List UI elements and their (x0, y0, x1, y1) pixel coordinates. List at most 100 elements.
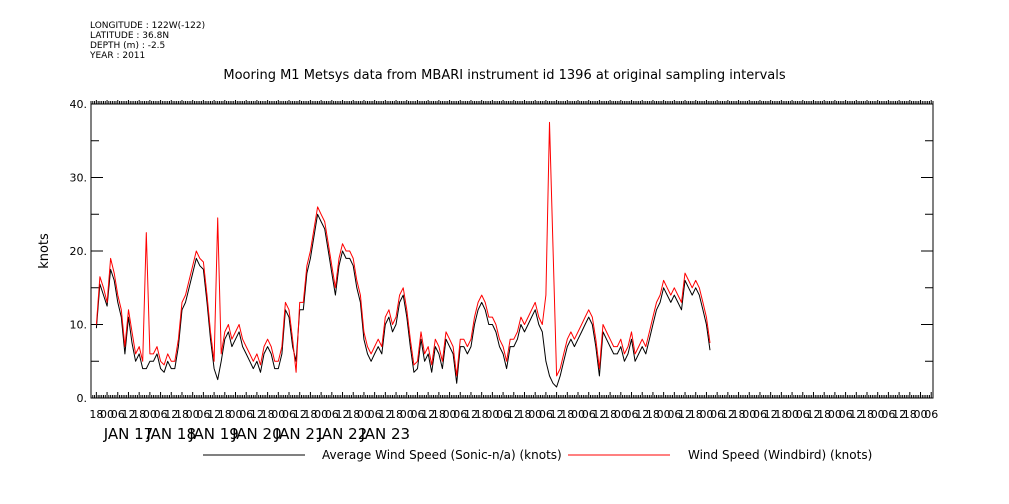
legend-label-windbird: Wind Speed (Windbird) (knots) (688, 448, 872, 462)
x-hour-label: 12 (550, 408, 564, 421)
x-hour-label: 06 (582, 408, 596, 421)
x-hour-label: 18 (432, 408, 446, 421)
x-hour-label: 06 (368, 408, 382, 421)
x-hour-label: 18 (175, 408, 189, 421)
x-hour-label: 18 (261, 408, 275, 421)
x-hour-label: 06 (325, 408, 339, 421)
x-day-label: JAN 21 (274, 425, 325, 443)
x-hour-label: 18 (346, 408, 360, 421)
x-hour-label: 00 (100, 408, 114, 421)
x-hour-label: 18 (774, 408, 788, 421)
x-hour-label: 18 (475, 408, 489, 421)
y-tick-label: 0. (77, 392, 88, 405)
x-hour-label: 18 (817, 408, 831, 421)
x-hour-label: 12 (164, 408, 178, 421)
chart-title: Mooring M1 Metsys data from MBARI instru… (223, 68, 786, 83)
x-hour-label: 06 (282, 408, 296, 421)
x-hour-label: 06 (839, 408, 853, 421)
x-hour-label: 18 (389, 408, 403, 421)
x-hour-label: 12 (849, 408, 863, 421)
x-hour-label: 12 (764, 408, 778, 421)
x-hour-label: 12 (293, 408, 307, 421)
x-hour-label: 06 (453, 408, 467, 421)
x-hour-label: 12 (592, 408, 606, 421)
x-hour-label: 00 (699, 408, 713, 421)
x-hour-label: 06 (539, 408, 553, 421)
x-hour-label: 18 (860, 408, 874, 421)
y-axis-label: knots (37, 233, 52, 269)
x-day-label: JAN 17 (103, 425, 154, 443)
x-hour-label: 06 (753, 408, 767, 421)
x-hour-label: 00 (571, 408, 585, 421)
latitude-label: LATITUDE : 36.8N (90, 31, 170, 41)
x-hour-label: 12 (421, 408, 435, 421)
x-hour-label: 18 (89, 408, 103, 421)
y-tick-label: 40. (70, 98, 88, 111)
x-hour-label: 00 (614, 408, 628, 421)
x-hour-label: 06 (881, 408, 895, 421)
x-hour-label: 12 (721, 408, 735, 421)
x-hour-label: 12 (806, 408, 820, 421)
x-hour-label: 06 (924, 408, 938, 421)
x-hour-label: 06 (111, 408, 125, 421)
x-day-label: JAN 20 (231, 425, 282, 443)
year-label: YEAR : 2011 (90, 51, 146, 61)
x-hour-label: 06 (239, 408, 253, 421)
x-hour-label: 06 (667, 408, 681, 421)
x-hour-label: 00 (443, 408, 457, 421)
x-hour-label: 00 (657, 408, 671, 421)
legend-label-average: Average Wind Speed (Sonic-n/a) (knots) (322, 448, 562, 462)
x-day-label: JAN 18 (146, 425, 197, 443)
mooring-metadata: LONGITUDE : 122W(-122) LATITUDE : 36.8N … (90, 21, 205, 61)
longitude-label: LONGITUDE : 122W(-122) (90, 21, 206, 31)
series-line-windbird-wind-speed (95, 121, 711, 377)
x-hour-label: 06 (410, 408, 424, 421)
x-hour-label: 18 (646, 408, 660, 421)
x-hour-label: 18 (132, 408, 146, 421)
x-hour-label: 18 (517, 408, 531, 421)
x-hour-label: 00 (314, 408, 328, 421)
series-group (95, 121, 711, 388)
x-hour-label: 18 (560, 408, 574, 421)
x-hour-label: 18 (603, 408, 617, 421)
legend: Average Wind Speed (Sonic-n/a) (knots) W… (203, 448, 872, 462)
x-hour-label: 12 (635, 408, 649, 421)
x-day-label: JAN 22 (317, 425, 368, 443)
x-day-label: JAN 19 (188, 425, 239, 443)
x-hour-label: 06 (154, 408, 168, 421)
x-hour-label: 18 (303, 408, 317, 421)
x-hour-label: 12 (250, 408, 264, 421)
x-hour-label: 12 (207, 408, 221, 421)
x-hour-label: 00 (742, 408, 756, 421)
plot-frame (90, 103, 934, 399)
x-hour-label: 18 (689, 408, 703, 421)
x-hour-label: 12 (507, 408, 521, 421)
x-hour-label: 18 (218, 408, 232, 421)
x-hour-label: 00 (485, 408, 499, 421)
x-hour-label: 06 (625, 408, 639, 421)
x-hour-label: 00 (871, 408, 885, 421)
x-hour-label: 00 (143, 408, 157, 421)
axes: 0.10.20.30.40.18000612180006121800061218… (70, 98, 939, 443)
x-hour-label: 06 (196, 408, 210, 421)
x-hour-label: 12 (678, 408, 692, 421)
x-hour-label: 12 (464, 408, 478, 421)
x-hour-label: 00 (400, 408, 414, 421)
x-hour-label: 00 (828, 408, 842, 421)
x-hour-label: 00 (914, 408, 928, 421)
x-hour-label: 12 (336, 408, 350, 421)
x-hour-label: 00 (357, 408, 371, 421)
x-hour-label: 06 (496, 408, 510, 421)
y-tick-label: 10. (70, 319, 88, 332)
x-hour-label: 18 (732, 408, 746, 421)
x-hour-label: 06 (796, 408, 810, 421)
x-hour-label: 00 (228, 408, 242, 421)
x-hour-label: 00 (186, 408, 200, 421)
x-hour-label: 06 (710, 408, 724, 421)
x-hour-label: 00 (528, 408, 542, 421)
x-hour-label: 00 (271, 408, 285, 421)
x-day-label: JAN 23 (360, 425, 411, 443)
x-hour-label: 18 (903, 408, 917, 421)
x-hour-label: 12 (121, 408, 135, 421)
